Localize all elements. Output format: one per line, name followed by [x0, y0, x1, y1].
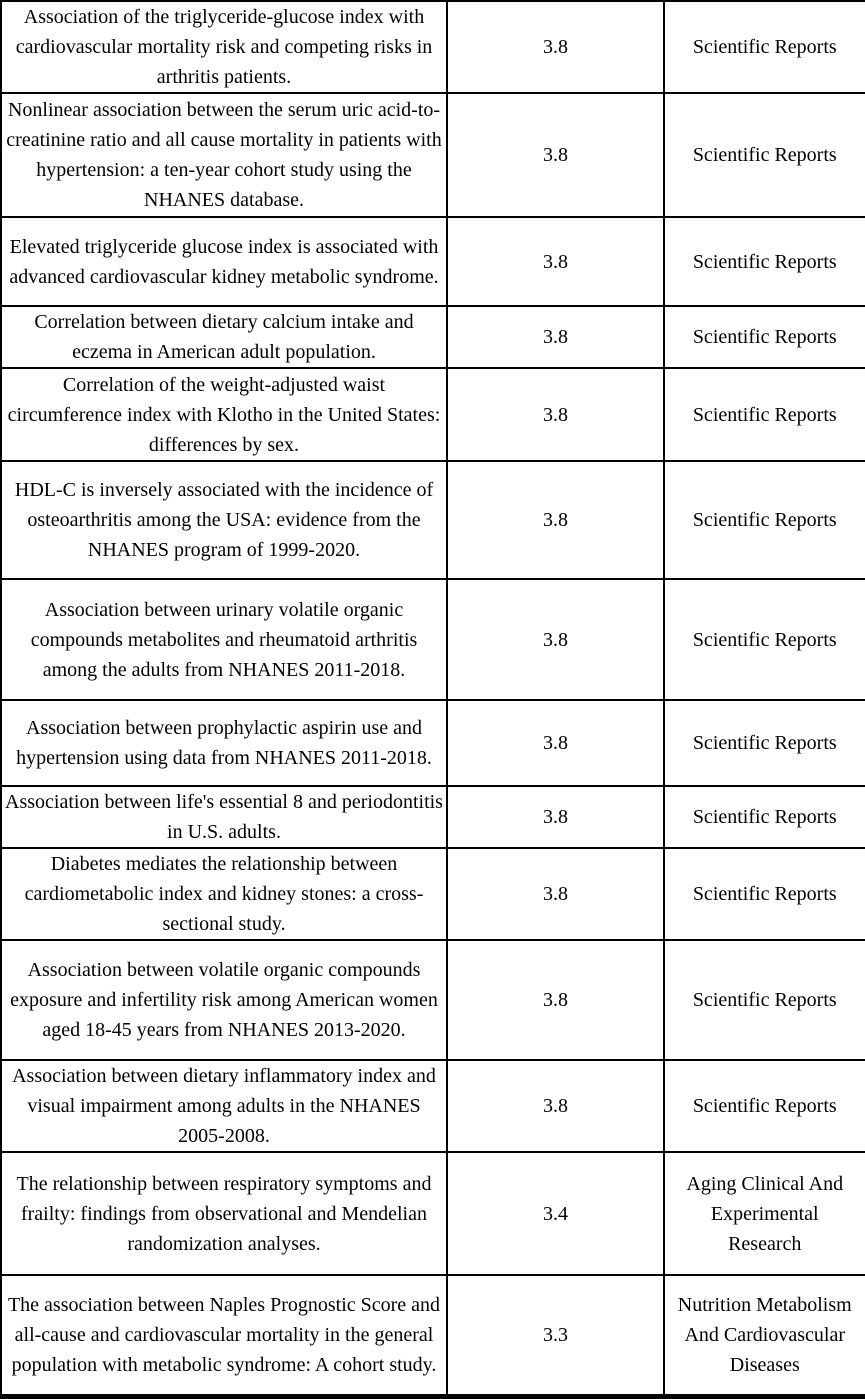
journal-cell: Scientific Reports — [663, 367, 865, 462]
article-title-cell: Association between prophylactic aspirin… — [0, 699, 448, 787]
article-title-cell: Elevated triglyceride glucose index is a… — [0, 216, 448, 307]
journal-cell: Scientific Reports — [663, 578, 865, 701]
impact-factor-cell: 3.3 — [446, 1274, 665, 1397]
table-row: Association of the triglyceride-glucose … — [0, 0, 865, 94]
journal-cell: Scientific Reports — [663, 785, 865, 849]
article-title-cell: Association between dietary inflammatory… — [0, 1059, 448, 1153]
impact-factor-cell: 3.8 — [446, 699, 665, 787]
impact-factor-cell: 3.8 — [446, 367, 665, 462]
table-row: Association between volatile organic com… — [0, 939, 865, 1061]
journal-cell: Scientific Reports — [663, 939, 865, 1061]
table-row: The association between Naples Prognosti… — [0, 1274, 865, 1397]
table-row: Correlation between dietary calcium inta… — [0, 305, 865, 369]
table-row: Association between prophylactic aspirin… — [0, 699, 865, 787]
impact-factor-cell: 3.8 — [446, 785, 665, 849]
journal-cell: Scientific Reports — [663, 1059, 865, 1153]
journal-cell: Scientific Reports — [663, 699, 865, 787]
table-row: Diabetes mediates the relationship betwe… — [0, 847, 865, 941]
article-title-cell: Diabetes mediates the relationship betwe… — [0, 847, 448, 941]
impact-factor-cell: 3.4 — [446, 1151, 665, 1276]
article-title-cell: Correlation of the weight-adjusted waist… — [0, 367, 448, 462]
table-row: Association between urinary volatile org… — [0, 578, 865, 701]
table-row: The relationship between respiratory sym… — [0, 1151, 865, 1276]
article-title-cell: Association between life's essential 8 a… — [0, 785, 448, 849]
article-title-cell: HDL-C is inversely associated with the i… — [0, 460, 448, 580]
table-row: Elevated triglyceride glucose index is a… — [0, 216, 865, 307]
journal-cell: Scientific Reports — [663, 847, 865, 941]
table-row: HDL-C is inversely associated with the i… — [0, 460, 865, 580]
impact-factor-cell: 3.8 — [446, 1059, 665, 1153]
impact-factor-cell: 3.8 — [446, 0, 665, 94]
journal-cell: Nutrition Metabolism And Cardiovascular … — [663, 1274, 865, 1397]
journal-cell: Aging Clinical And Experimental Research — [663, 1151, 865, 1276]
article-title-cell: Nonlinear association between the serum … — [0, 92, 448, 218]
impact-factor-cell: 3.8 — [446, 216, 665, 307]
journal-cell: Scientific Reports — [663, 92, 865, 218]
impact-factor-cell: 3.8 — [446, 578, 665, 701]
article-title-cell: The association between Naples Prognosti… — [0, 1274, 448, 1397]
impact-factor-cell: 3.8 — [446, 305, 665, 369]
impact-factor-cell: 3.8 — [446, 939, 665, 1061]
table-row: Correlation of the weight-adjusted waist… — [0, 367, 865, 462]
table-row: Association between life's essential 8 a… — [0, 785, 865, 849]
impact-factor-cell: 3.8 — [446, 460, 665, 580]
article-title-cell: Association between volatile organic com… — [0, 939, 448, 1061]
journal-cell: Scientific Reports — [663, 460, 865, 580]
table-row: Nonlinear association between the serum … — [0, 92, 865, 218]
impact-factor-cell: 3.8 — [446, 92, 665, 218]
article-title-cell: Association between urinary volatile org… — [0, 578, 448, 701]
impact-factor-cell: 3.8 — [446, 847, 665, 941]
journal-cell: Scientific Reports — [663, 0, 865, 94]
journal-cell: Scientific Reports — [663, 305, 865, 369]
article-title-cell: Association of the triglyceride-glucose … — [0, 0, 448, 94]
journal-cell: Scientific Reports — [663, 216, 865, 307]
article-title-cell: Correlation between dietary calcium inta… — [0, 305, 448, 369]
article-title-cell: The relationship between respiratory sym… — [0, 1151, 448, 1276]
table-row: Association between dietary inflammatory… — [0, 1059, 865, 1153]
